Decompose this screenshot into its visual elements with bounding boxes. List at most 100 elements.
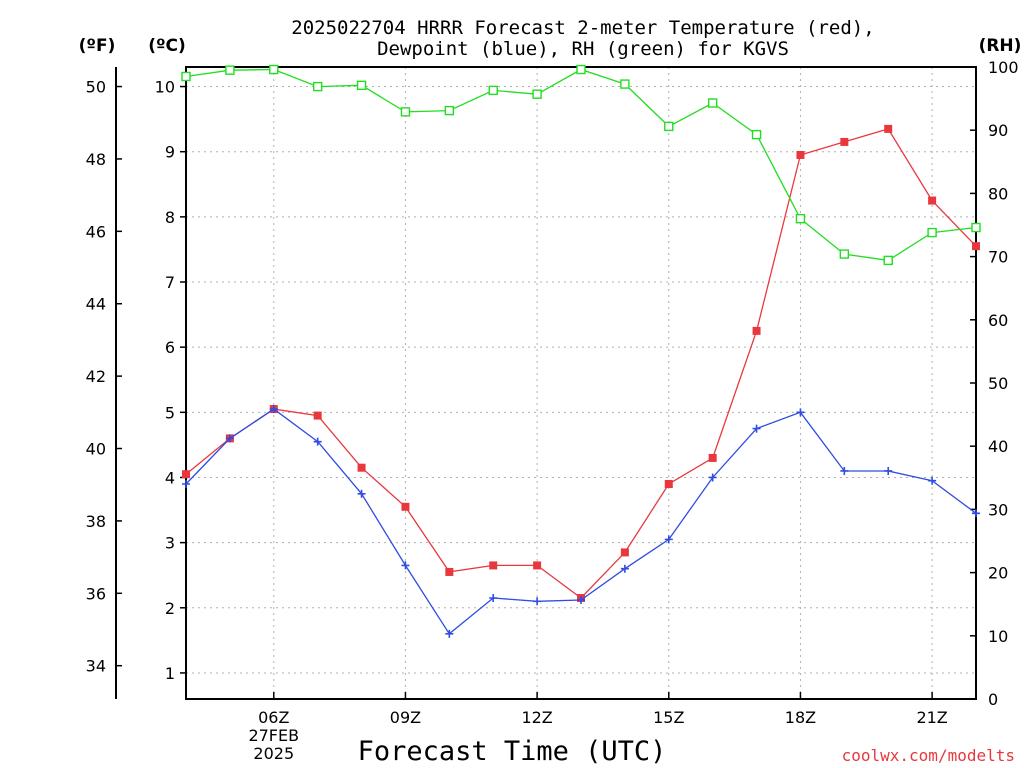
temperature-point	[840, 137, 849, 146]
rh-tick-label: 40	[988, 437, 1008, 456]
temperature-series-line	[185, 128, 977, 599]
x-tick-label: 21Z	[916, 708, 947, 727]
rh-point	[839, 249, 850, 259]
x-tick-label: 18Z	[785, 708, 816, 727]
rh-point	[356, 80, 367, 91]
rh-point	[971, 222, 981, 233]
temperature-point	[445, 567, 454, 576]
temperature-point	[533, 561, 542, 570]
rh-point	[532, 89, 542, 99]
temperature-point	[884, 124, 893, 133]
plot-frame	[185, 66, 977, 700]
rh-point	[795, 213, 806, 224]
dewpoint-point	[577, 595, 585, 604]
celsius-tick-label: 6	[165, 338, 175, 357]
dewpoint-point	[533, 597, 542, 606]
rh-tick-label: 10	[988, 627, 1008, 646]
dewpoint-point	[489, 594, 498, 603]
temperature-point	[664, 479, 673, 488]
axes: 1234567891034363840424446485001020304050…	[86, 58, 1019, 763]
rh-tick-label: 20	[988, 564, 1008, 583]
dewpoint-point	[401, 561, 410, 570]
fahrenheit-tick-label: 42	[86, 367, 106, 386]
rh-series-line	[185, 68, 977, 262]
fahrenheit-tick-label: 36	[86, 584, 106, 603]
rh-point	[620, 79, 630, 89]
rh-tick-label: 80	[988, 184, 1008, 203]
celsius-tick-label: 4	[165, 468, 175, 487]
rh-point	[225, 65, 235, 75]
dewpoint-point	[313, 437, 322, 446]
rh-tick-label: 90	[988, 121, 1008, 140]
dewpoint-point	[445, 629, 454, 638]
x-tick-label: 09Z	[390, 708, 421, 727]
dewpoint-point	[357, 489, 366, 498]
rh-point	[664, 121, 674, 132]
rh-point	[488, 85, 498, 96]
rh-tick-label: 100	[988, 58, 1019, 77]
dewpoint-point	[269, 405, 278, 414]
temperature-point	[489, 561, 498, 570]
temperature-point	[401, 502, 410, 511]
dewpoint-point	[225, 434, 234, 443]
temperature-point	[313, 411, 322, 420]
rh-point	[444, 105, 455, 116]
dewpoint-point	[840, 466, 849, 475]
temperature-point	[972, 242, 980, 251]
rh-point	[269, 64, 279, 75]
x-axis-label: Forecast Time (UTC)	[358, 736, 667, 767]
fahrenheit-tick-label: 46	[86, 222, 106, 241]
dewpoint-point	[972, 509, 980, 518]
rh-point	[883, 255, 893, 266]
grid	[186, 67, 976, 699]
dewpoint-point	[884, 466, 893, 475]
fahrenheit-tick-label: 34	[86, 657, 106, 676]
celsius-tick-label: 3	[165, 534, 175, 553]
rh-tick-label: 50	[988, 374, 1008, 393]
celsius-tick-label: 5	[165, 403, 175, 422]
x-tick-label: 15Z	[653, 708, 684, 727]
rh-tick-label: 70	[988, 248, 1008, 267]
x-tick-label: 06Z	[258, 708, 289, 727]
temperature-point	[182, 470, 190, 479]
celsius-tick-label: 2	[165, 599, 175, 618]
rh-point	[751, 129, 762, 140]
dewpoint-point	[182, 479, 190, 488]
dewpoint-point	[752, 424, 761, 433]
fahrenheit-tick-label: 38	[86, 512, 106, 531]
dewpoint-point	[664, 535, 673, 544]
rh-tick-label: 0	[988, 690, 998, 709]
x-tick-label: 12Z	[521, 708, 552, 727]
dewpoint-point	[928, 476, 937, 485]
x-tick-label: 2025	[253, 744, 294, 763]
celsius-tick-label: 7	[165, 273, 175, 292]
fahrenheit-tick-label: 48	[86, 150, 106, 169]
celsius-tick-label: 10	[155, 78, 175, 97]
temperature-point	[357, 463, 366, 472]
dewpoint-point	[620, 564, 629, 573]
credit-label: coolwx.com/modelts	[842, 746, 1015, 765]
fahrenheit-unit-label: (ºF)	[79, 36, 116, 56]
celsius-tick-label: 8	[165, 208, 175, 227]
dewpoint-point	[796, 408, 805, 417]
chart-title-line-1: 2025022704 HRRR Forecast 2-meter Tempera…	[291, 17, 874, 39]
temperature-point	[708, 453, 717, 462]
rh-point	[707, 98, 718, 108]
temperature-point	[796, 150, 805, 159]
rh-point	[576, 64, 586, 75]
temperature-point	[928, 196, 937, 205]
x-tick-label: 27FEB	[248, 726, 299, 745]
data-series	[181, 64, 981, 638]
rh-unit-label: (RH)	[979, 36, 1022, 56]
rh-point	[181, 71, 191, 82]
temperature-point	[752, 326, 761, 335]
rh-tick-label: 30	[988, 500, 1008, 519]
rh-tick-label: 60	[988, 311, 1008, 330]
rh-point	[400, 107, 411, 117]
rh-point	[927, 227, 937, 238]
chart-title-line-2: Dewpoint (blue), RH (green) for KGVS	[377, 38, 789, 60]
rh-point	[312, 81, 323, 92]
fahrenheit-tick-label: 50	[86, 78, 106, 97]
dewpoint-point	[708, 473, 717, 482]
celsius-tick-label: 1	[165, 664, 175, 683]
